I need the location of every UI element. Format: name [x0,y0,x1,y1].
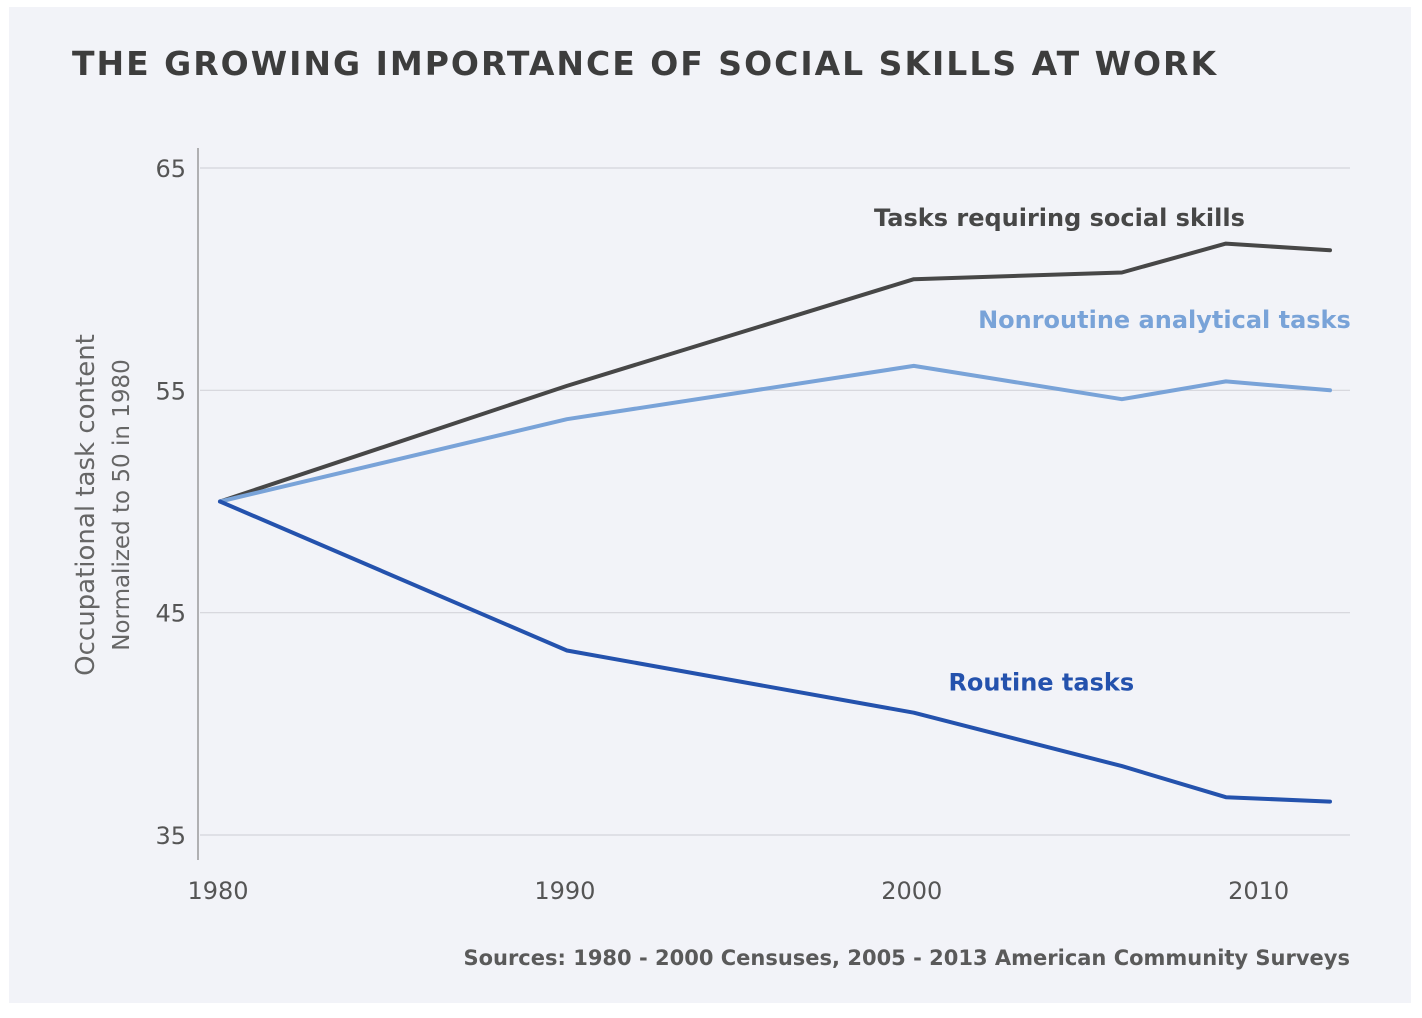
series-label-0: Tasks requiring social skills [874,204,1245,232]
x-tick-label: 1980 [187,877,248,905]
x-tick-label: 2010 [1228,877,1289,905]
series-line-0 [218,241,1332,504]
y-tick-labels: 35 45 55 65 [155,155,186,850]
y-axis-subtitle: Normalized to 50 in 1980 [109,359,135,651]
x-tick-label: 2000 [881,877,942,905]
series-line-2 [218,499,1332,804]
y-tick-label: 65 [155,155,186,183]
y-tick-label: 45 [155,600,186,628]
source-note: Sources: 1980 - 2000 Censuses, 2005 - 20… [463,946,1350,970]
series-line-1 [218,363,1332,504]
chart-panel [9,7,1411,1003]
x-tick-label: 1990 [534,877,595,905]
series-lines [218,241,1332,804]
grid-lines [200,167,1350,836]
series-labels: Tasks requiring social skills Nonroutine … [874,204,1351,697]
x-tick-labels: 1980 1990 2000 2010 [187,877,1289,905]
chart-title: THE GROWING IMPORTANCE OF SOCIAL SKILLS … [72,44,1219,83]
series-label-1: Nonroutine analytical tasks [978,306,1351,334]
series-label-2: Routine tasks [948,668,1134,696]
y-tick-label: 35 [155,822,186,850]
y-axis-title: Occupational task content [71,334,101,676]
y-tick-label: 55 [155,377,186,405]
